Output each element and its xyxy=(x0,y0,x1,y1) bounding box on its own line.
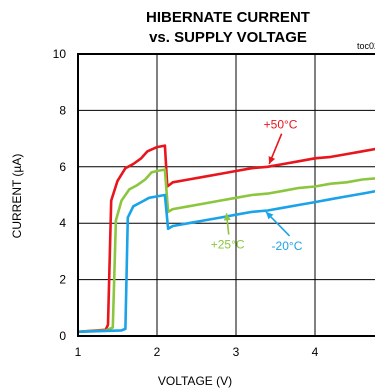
series-arrowhead xyxy=(268,156,276,164)
series-labels: +50°C +25°C -20°C xyxy=(211,118,303,253)
y-tick-label: 10 xyxy=(53,47,67,61)
figure-tag: toc02 xyxy=(357,41,375,51)
y-tick-label: 2 xyxy=(59,273,66,287)
y-tick-label: 4 xyxy=(59,216,66,230)
y-axis-label: CURRENT (µA) xyxy=(10,154,24,239)
y-tick-label: 8 xyxy=(59,103,66,117)
series-line xyxy=(77,190,375,334)
x-tick-label: 3 xyxy=(233,345,240,359)
axis-ticks: 1 2 3 4 0 2 4 6 8 10 xyxy=(53,47,319,359)
y-tick-label: 0 xyxy=(59,329,66,343)
series-arrowhead xyxy=(266,211,274,220)
series-label: -20°C xyxy=(272,239,303,253)
x-tick-label: 1 xyxy=(75,345,82,359)
x-tick-label: 2 xyxy=(154,345,161,359)
series-arrowhead xyxy=(223,213,231,221)
series-label: +50°C xyxy=(264,118,298,132)
plot-frame xyxy=(77,53,375,337)
chart-title: HIBERNATE CURRENT xyxy=(146,9,310,26)
series-layer xyxy=(77,144,375,334)
series-label: +25°C xyxy=(211,238,245,252)
x-tick-label: 4 xyxy=(312,345,319,359)
series-line xyxy=(77,144,375,334)
x-axis-label: VOLTAGE (V) xyxy=(158,374,232,388)
chart-subtitle: vs. SUPPLY VOLTAGE xyxy=(149,29,307,46)
series-line xyxy=(77,168,375,334)
y-tick-label: 6 xyxy=(59,160,66,174)
grid-lines xyxy=(78,54,375,336)
